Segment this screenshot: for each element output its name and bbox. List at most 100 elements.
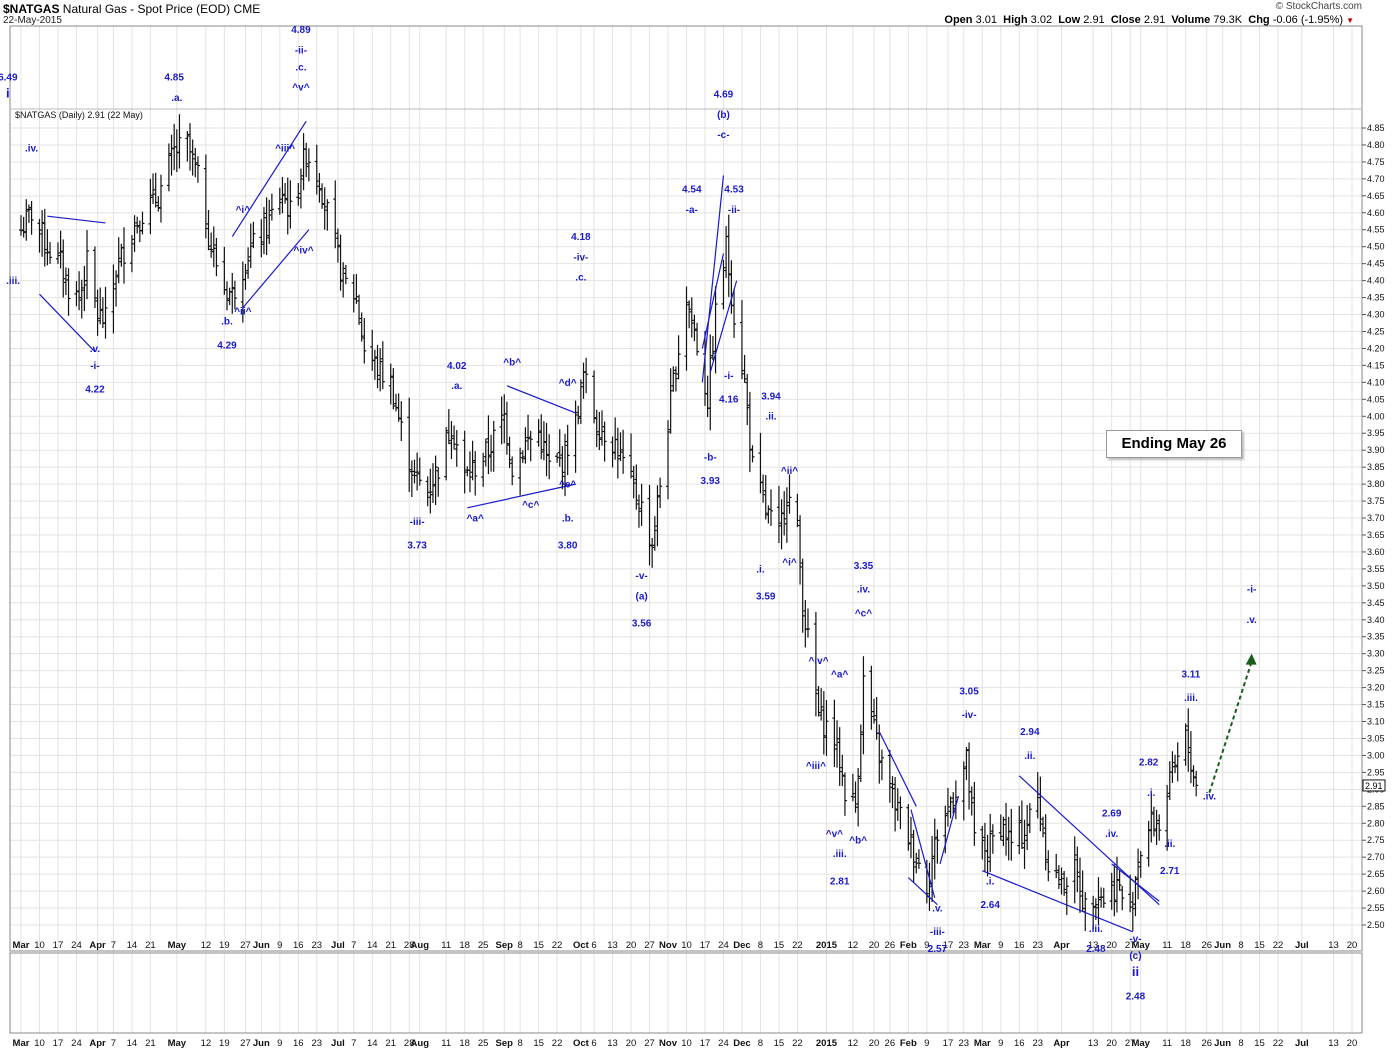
- x-tick-label: 21: [385, 940, 396, 951]
- wave-label: ^d^: [559, 378, 577, 389]
- wave-label: .iv.: [1203, 792, 1216, 803]
- ohlc-bar: [42, 208, 47, 267]
- symbol-name: Natural Gas - Spot Price (EOD): [62, 2, 231, 16]
- y-tick-label: 4.70: [1367, 174, 1385, 184]
- ohlc-bar: [341, 262, 346, 298]
- ohlc-bar: [74, 281, 79, 307]
- ohlc-bar: [388, 363, 393, 405]
- ohlc-bar: [264, 197, 269, 256]
- chart-legend: $NATGAS (Daily) 2.91 (22 May): [15, 110, 143, 120]
- y-tick-label: 3.50: [1367, 581, 1385, 591]
- x-tick-label: 16: [293, 1038, 304, 1049]
- ohlc-bar: [417, 457, 422, 486]
- ohlc-bar: [306, 148, 311, 182]
- ohlc-bar: [322, 187, 327, 230]
- ohlc-bar: [745, 373, 750, 426]
- ohlc-bar: [412, 459, 417, 484]
- ohlc-bar: [850, 773, 855, 802]
- y-tick-label: 4.10: [1367, 377, 1385, 387]
- wave-label: ^i^: [782, 558, 797, 569]
- symbol: $NATGAS: [3, 2, 60, 16]
- ohlc-bar: [436, 467, 441, 497]
- wave-label: .iii.: [833, 849, 847, 860]
- ohlc-bar: [1041, 816, 1046, 838]
- ohlc-bar: [380, 341, 385, 390]
- y-tick-label: 4.30: [1367, 310, 1385, 320]
- x-tick-label: 18: [459, 1038, 470, 1049]
- x-tick-label: 27: [240, 940, 251, 951]
- y-tick-label: 4.35: [1367, 293, 1385, 303]
- ending-note: Ending May 26: [1106, 430, 1242, 458]
- y-tick-label: 2.50: [1367, 920, 1385, 930]
- x-tick-label: 11: [1162, 940, 1172, 951]
- ohlc-bar: [689, 297, 694, 338]
- ohlc-bar: [784, 487, 789, 543]
- x-tick-label: 13: [607, 940, 618, 951]
- ohlc-bar: [203, 154, 208, 239]
- x-tick-label: 17: [943, 940, 954, 951]
- x-tick-label: 20: [626, 1038, 637, 1049]
- ohlc-bar: [695, 322, 700, 356]
- ohlc-bar: [85, 230, 90, 300]
- ohlc-bar: [277, 187, 282, 215]
- x-tick-label: 22: [792, 1038, 803, 1049]
- ohlc-bar: [24, 199, 29, 241]
- wave-label: ^a^: [467, 513, 484, 524]
- y-tick-label: 3.25: [1367, 666, 1385, 676]
- ohlc-bar: [634, 464, 639, 510]
- x-tick-label: Sep: [496, 1038, 514, 1049]
- ohlc-bar: [483, 438, 488, 467]
- wave-label: -iv-: [962, 710, 977, 721]
- ohlc-bar: [1025, 804, 1030, 850]
- high-value: 3.02: [1030, 14, 1053, 26]
- ohlc-bar: [964, 747, 969, 781]
- ohlc-bar: [840, 754, 845, 787]
- ohlc-bar: [1188, 731, 1193, 784]
- ohlc-bar: [914, 852, 919, 874]
- wave-label: .iii.: [1089, 924, 1103, 935]
- ohlc-bar: [177, 114, 182, 169]
- ohlc-bar: [430, 463, 435, 503]
- ohlc-bar: [140, 211, 145, 235]
- wave-label: .iv.: [857, 585, 870, 596]
- ohlc-bar: [63, 267, 68, 295]
- ohlc-bar: [536, 419, 541, 447]
- ohlc-bar: [188, 123, 193, 171]
- y-tick-label: 4.20: [1367, 343, 1385, 353]
- ohlc-bar: [116, 237, 121, 284]
- ohlc-bar: [425, 476, 430, 507]
- x-tick-label: 23: [959, 940, 970, 951]
- x-tick-label: 12: [848, 940, 859, 951]
- ohlc-bar: [832, 699, 837, 768]
- x-tick-label: Apr: [1053, 940, 1070, 951]
- x-tick-label: 27: [644, 940, 655, 951]
- ohlc-bar: [980, 826, 985, 860]
- ohlc-bar: [230, 272, 235, 314]
- ohlc-bar: [467, 451, 472, 493]
- ohlc-bar: [1046, 850, 1051, 882]
- ohlc-bar: [148, 178, 153, 235]
- wave-label: ^ii^: [781, 466, 798, 477]
- x-tick-label: 22: [1273, 940, 1284, 951]
- ohlc-bar: [821, 691, 826, 755]
- ohlc-bar: [269, 193, 274, 221]
- y-tick-label: 4.55: [1367, 225, 1385, 235]
- ohlc-bar: [761, 474, 766, 503]
- y-tick-label: 4.15: [1367, 360, 1385, 370]
- x-tick-label: 27: [240, 1038, 251, 1049]
- wave-label: -i-: [724, 371, 733, 382]
- wave-label: ^e^: [559, 479, 576, 490]
- plot-frame: [9, 25, 1363, 952]
- ohlc-bar: [747, 391, 752, 473]
- x-tick-label: Jun: [1214, 1038, 1231, 1049]
- trendline: [242, 229, 310, 309]
- y-tick-label: 4.85: [1367, 123, 1385, 133]
- ohlc-bar: [732, 288, 737, 338]
- wave-label: -i-: [90, 361, 99, 372]
- wave-label: .iv.: [25, 144, 38, 155]
- y-tick-label: 3.80: [1367, 479, 1385, 489]
- ohlc-bar: [335, 228, 340, 263]
- ohlc-bar: [887, 749, 892, 803]
- ohlc-bar: [1072, 836, 1077, 904]
- ohlc-bar: [787, 474, 792, 514]
